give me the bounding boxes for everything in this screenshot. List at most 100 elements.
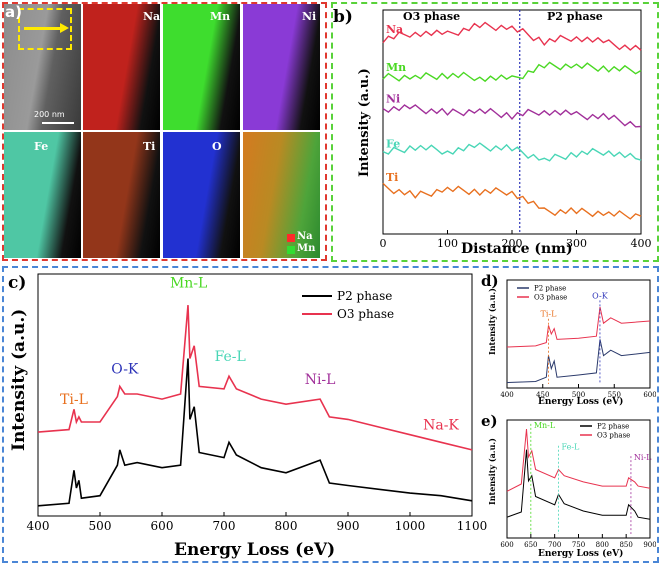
e-plot-xtick-label: 700 bbox=[548, 541, 561, 549]
d-plot-legend-label: P2 phase bbox=[534, 284, 566, 292]
e-edge-label-ni-l: Ni-L bbox=[634, 453, 652, 462]
eels-chart: c) Intensity (a.u.) Energy Loss (eV) 400… bbox=[8, 273, 488, 560]
c-plot-xtick-label: 1100 bbox=[457, 519, 488, 533]
stem-image: 200 nm bbox=[4, 4, 81, 130]
overlay-legend-mn-swatch bbox=[287, 246, 295, 254]
e-plot-legend-label: P2 phase bbox=[597, 422, 629, 430]
d-plot-series-p2 bbox=[506, 339, 651, 384]
c-plot-legend-label: P2 phase bbox=[337, 289, 392, 303]
e-plot-xtick-label: 750 bbox=[572, 541, 585, 549]
na-map bbox=[83, 4, 160, 130]
c-plot-series-p2 bbox=[37, 358, 473, 507]
c-edge-label-fe-l: Fe-L bbox=[215, 349, 246, 365]
b-series-ni bbox=[382, 104, 642, 128]
panel-d-label: d) bbox=[481, 272, 499, 290]
e-plot-xtick-label: 600 bbox=[500, 541, 513, 549]
map-label-fe: Fe bbox=[34, 140, 49, 153]
e-ylabel: Intensity (a.u.) bbox=[487, 438, 497, 505]
d-plot-xtick-label: 550 bbox=[608, 391, 621, 399]
d-edge-label-ti-l: Ti-L bbox=[541, 310, 558, 319]
b-xtick-label: 0 bbox=[380, 237, 387, 250]
o-map bbox=[163, 132, 240, 258]
mn-map bbox=[163, 4, 240, 130]
e-plot-xtick-label: 900 bbox=[643, 541, 656, 549]
arrow-icon bbox=[24, 27, 62, 30]
e-plot-series-p2 bbox=[506, 449, 651, 520]
d-edge-label-o-k: O-K bbox=[592, 291, 609, 300]
panel-b-label: b) bbox=[333, 7, 353, 27]
b-xtick-label: 400 bbox=[631, 237, 652, 250]
overlay-legend-mn: Mn bbox=[297, 243, 316, 254]
d-plot-series-o3 bbox=[506, 306, 651, 348]
d-plot-xtick-label: 600 bbox=[643, 391, 656, 399]
overlay-legend-na-swatch bbox=[287, 234, 295, 242]
c-plot-xtick-label: 500 bbox=[89, 519, 112, 533]
c-plot-legend-label: O3 phase bbox=[337, 307, 394, 321]
e-plot-series-o3 bbox=[506, 428, 651, 492]
map-label-ni: Ni bbox=[302, 10, 317, 23]
b-xtick-label: 200 bbox=[502, 237, 523, 250]
e-edge-label-mn-l: Mn-L bbox=[534, 421, 556, 430]
e-edge-label-fe-l: Fe-L bbox=[561, 443, 580, 452]
panel-b bbox=[331, 2, 659, 262]
e-plot-xtick-label: 800 bbox=[596, 541, 609, 549]
b-ylabel: Intensity (a.u.) bbox=[357, 68, 372, 177]
c-xlabel: Energy Loss (eV) bbox=[174, 540, 335, 560]
scale-bar bbox=[42, 122, 74, 124]
b-plot-frame bbox=[382, 9, 642, 235]
d-plot-xtick-label: 450 bbox=[536, 391, 549, 399]
c-plot-xtick-label: 600 bbox=[151, 519, 174, 533]
fe-map bbox=[4, 132, 81, 258]
e-plot-xtick-label: 650 bbox=[524, 541, 537, 549]
c-edge-label-ti-l: Ti-L bbox=[60, 392, 88, 408]
c-ylabel: Intensity (a.u.) bbox=[9, 309, 29, 451]
c-plot-xtick-label: 900 bbox=[337, 519, 360, 533]
panel-a-label: a) bbox=[5, 3, 22, 21]
b-xtick-label: 100 bbox=[437, 237, 458, 250]
profile-chart: b) O3 phase P2 phase Intensity (a.u.) Di… bbox=[333, 7, 652, 257]
c-plot-xtick-label: 800 bbox=[275, 519, 298, 533]
overlay-legend-na: Na bbox=[297, 231, 313, 242]
panel-c-label: c) bbox=[8, 273, 26, 293]
c-plot-xtick-label: 700 bbox=[213, 519, 236, 533]
e-plot-legend-label: O3 phase bbox=[597, 431, 630, 439]
c-edge-label-mn-l: Mn-L bbox=[170, 275, 207, 291]
c-edge-label-na-k: Na-K bbox=[423, 418, 459, 434]
scale-bar-label: 200 nm bbox=[34, 110, 65, 119]
c-plot-xtick-label: 1000 bbox=[395, 519, 426, 533]
d-plot-legend-label: O3 phase bbox=[534, 293, 567, 301]
b-series-fe bbox=[382, 142, 642, 162]
c-plot-series-o3 bbox=[37, 305, 473, 451]
d-xlabel: Energy Loss (eV) bbox=[538, 396, 623, 407]
b-series-label-na: Na bbox=[386, 23, 403, 36]
e-xlabel: Energy Loss (eV) bbox=[538, 548, 623, 559]
ni-map bbox=[243, 4, 320, 130]
eels-inset-e: e) Intensity (a.u.) Energy Loss (eV) 600… bbox=[481, 412, 656, 559]
c-plot-xtick-label: 400 bbox=[27, 519, 50, 533]
phase-label-p2: P2 phase bbox=[547, 10, 603, 23]
arrow-head-icon bbox=[60, 23, 69, 33]
b-series-label-mn: Mn bbox=[386, 61, 406, 74]
overlay-map bbox=[243, 132, 320, 258]
eels-inset-d: d) Intensity (a.u.) Energy Loss (eV) 400… bbox=[481, 272, 656, 407]
map-label-na: Na bbox=[143, 10, 161, 23]
panel-e-label: e) bbox=[481, 412, 498, 430]
b-xlabel: Distance (nm) bbox=[461, 241, 573, 257]
b-xtick-label: 300 bbox=[566, 237, 587, 250]
d-ylabel: Intensity (a.u.) bbox=[487, 288, 497, 355]
d-plot-xtick-label: 500 bbox=[572, 391, 585, 399]
d-plot-xtick-label: 400 bbox=[500, 391, 513, 399]
map-label-ti: Ti bbox=[143, 140, 156, 153]
c-edge-label-o-k: O-K bbox=[111, 362, 139, 378]
c-plot-frame bbox=[37, 273, 473, 517]
b-series-label-ni: Ni bbox=[386, 93, 400, 106]
b-series-mn bbox=[382, 61, 642, 83]
c-edge-label-ni-l: Ni-L bbox=[305, 372, 336, 388]
panel-c bbox=[2, 266, 659, 563]
selection-box bbox=[18, 8, 72, 50]
phase-label-o3: O3 phase bbox=[403, 10, 460, 23]
d-plot-frame bbox=[506, 279, 651, 389]
b-series-na bbox=[382, 21, 642, 51]
b-series-ti bbox=[382, 182, 642, 220]
b-series-label-ti: Ti bbox=[386, 171, 398, 184]
